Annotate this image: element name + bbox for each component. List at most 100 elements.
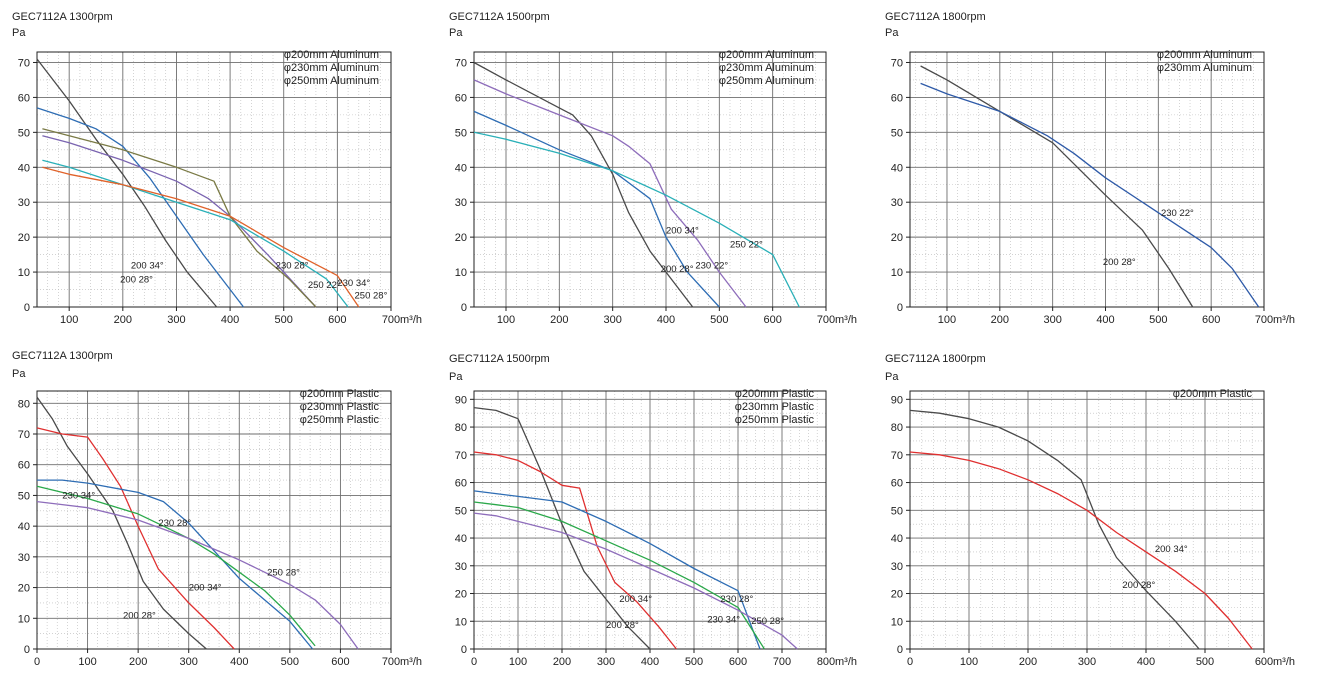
x-tick-label: 400: [657, 314, 675, 326]
x-axis-unit: m³/h: [835, 314, 857, 326]
curve-label: 200 28°: [120, 275, 153, 286]
series-line: [36, 58, 218, 308]
series-line: [909, 451, 1253, 650]
legend: φ200mm Plastic: [1173, 388, 1253, 400]
y-axis-label: Pa: [12, 368, 26, 380]
x-tick-label: 400: [1137, 656, 1155, 668]
y-tick-label: 20: [455, 589, 467, 601]
y-tick-label: 50: [455, 505, 467, 517]
x-axis-unit: m³/h: [1273, 314, 1295, 326]
x-tick-label: 200: [129, 656, 147, 668]
x-tick-label: 700: [382, 656, 400, 668]
series-line: [42, 159, 349, 308]
x-tick-label: 300: [597, 656, 615, 668]
y-tick-label: 30: [18, 197, 30, 209]
y-tick-label: 0: [897, 644, 903, 656]
x-tick-label: 400: [221, 314, 239, 326]
curve-label: 230 28°: [276, 261, 309, 272]
y-tick-label: 30: [455, 197, 467, 209]
curve-label: 250 28°: [267, 567, 300, 578]
x-tick-label: 100: [78, 656, 96, 668]
series-line: [473, 451, 677, 650]
chart-title: GEC7112A 1300rpm: [12, 11, 113, 23]
series-line: [36, 427, 235, 650]
y-axis-label: Pa: [885, 371, 899, 383]
series-line: [920, 82, 1260, 308]
plot-frame: [36, 51, 392, 308]
curve-label: 200 34°: [1155, 544, 1188, 555]
x-tick-label: 500: [281, 656, 299, 668]
x-axis-unit: m³/h: [1273, 656, 1295, 668]
legend-entry: φ200mm Aluminum: [719, 49, 814, 61]
x-tick-label: 500: [1196, 656, 1214, 668]
curve-label: 230 22°: [1161, 208, 1194, 219]
x-axis-unit: m³/h: [400, 656, 422, 668]
series-line: [473, 490, 761, 650]
x-tick-label: 200: [550, 314, 568, 326]
y-tick-label: 70: [891, 57, 903, 69]
y-tick-label: 40: [455, 162, 467, 174]
chart-panel: GEC7112A 1800rpm Pa 100 200 300 400 500 600 700 0…: [885, 11, 1295, 326]
y-axis-label: Pa: [449, 371, 463, 383]
x-tick-label: 200: [114, 314, 132, 326]
x-tick-label: 200: [553, 656, 571, 668]
y-tick-label: 0: [897, 302, 903, 314]
y-tick-label: 90: [455, 394, 467, 406]
y-tick-label: 40: [18, 162, 30, 174]
y-tick-label: 40: [891, 533, 903, 545]
legend-entry: φ200mm Plastic: [735, 388, 815, 400]
y-tick-label: 0: [461, 302, 467, 314]
x-axis-unit: m³/h: [835, 656, 857, 668]
plot-frame: [473, 51, 827, 308]
y-tick-label: 0: [24, 644, 30, 656]
curve-label: 250 22°: [730, 240, 763, 251]
x-axis-unit: m³/h: [400, 314, 422, 326]
y-tick-label: 50: [18, 127, 30, 139]
series-line: [36, 500, 359, 650]
curve-label: 200 28°: [661, 264, 694, 275]
y-tick-label: 40: [455, 533, 467, 545]
y-tick-label: 10: [891, 616, 903, 628]
x-tick-label: 300: [603, 314, 621, 326]
y-tick-label: 0: [461, 644, 467, 656]
curve-label: 250 28°: [751, 616, 784, 627]
series-line: [37, 479, 314, 650]
y-tick-label: 70: [18, 429, 30, 441]
y-tick-label: 10: [891, 267, 903, 279]
series-line: [909, 409, 1200, 650]
y-tick-label: 30: [891, 561, 903, 573]
series-line: [42, 166, 360, 308]
y-tick-label: 20: [455, 232, 467, 244]
x-tick-label: 700: [382, 314, 400, 326]
curve-label: 200 28°: [1103, 257, 1136, 268]
curve-label: 230 22°: [695, 261, 728, 272]
y-tick-label: 70: [455, 450, 467, 462]
series-line: [473, 131, 800, 308]
curve-label: 200 28°: [1122, 580, 1155, 591]
y-axis-label: Pa: [885, 27, 899, 39]
chart-title: GEC7112A 1800rpm: [885, 353, 986, 365]
y-tick-label: 80: [455, 422, 467, 434]
x-tick-label: 400: [641, 656, 659, 668]
curve-label: 200 34°: [131, 261, 164, 272]
x-tick-label: 0: [34, 656, 40, 668]
chart-title: GEC7112A 1500rpm: [449, 353, 550, 365]
series-line: [920, 65, 1194, 308]
curve-label: 200 28°: [606, 620, 639, 631]
plot-frame: [909, 390, 1265, 650]
legend-entry: φ230mm Aluminum: [719, 62, 814, 74]
legend-entry: φ200mm Aluminum: [1157, 49, 1252, 61]
x-tick-label: 500: [685, 656, 703, 668]
x-tick-label: 300: [180, 656, 198, 668]
plot-frame: [909, 51, 1265, 308]
y-tick-label: 70: [18, 57, 30, 69]
y-tick-label: 30: [891, 197, 903, 209]
curve-label: 230 34°: [707, 615, 740, 626]
series-line: [36, 396, 207, 650]
x-tick-label: 0: [907, 656, 913, 668]
curve-label: 250 22°: [308, 280, 341, 291]
